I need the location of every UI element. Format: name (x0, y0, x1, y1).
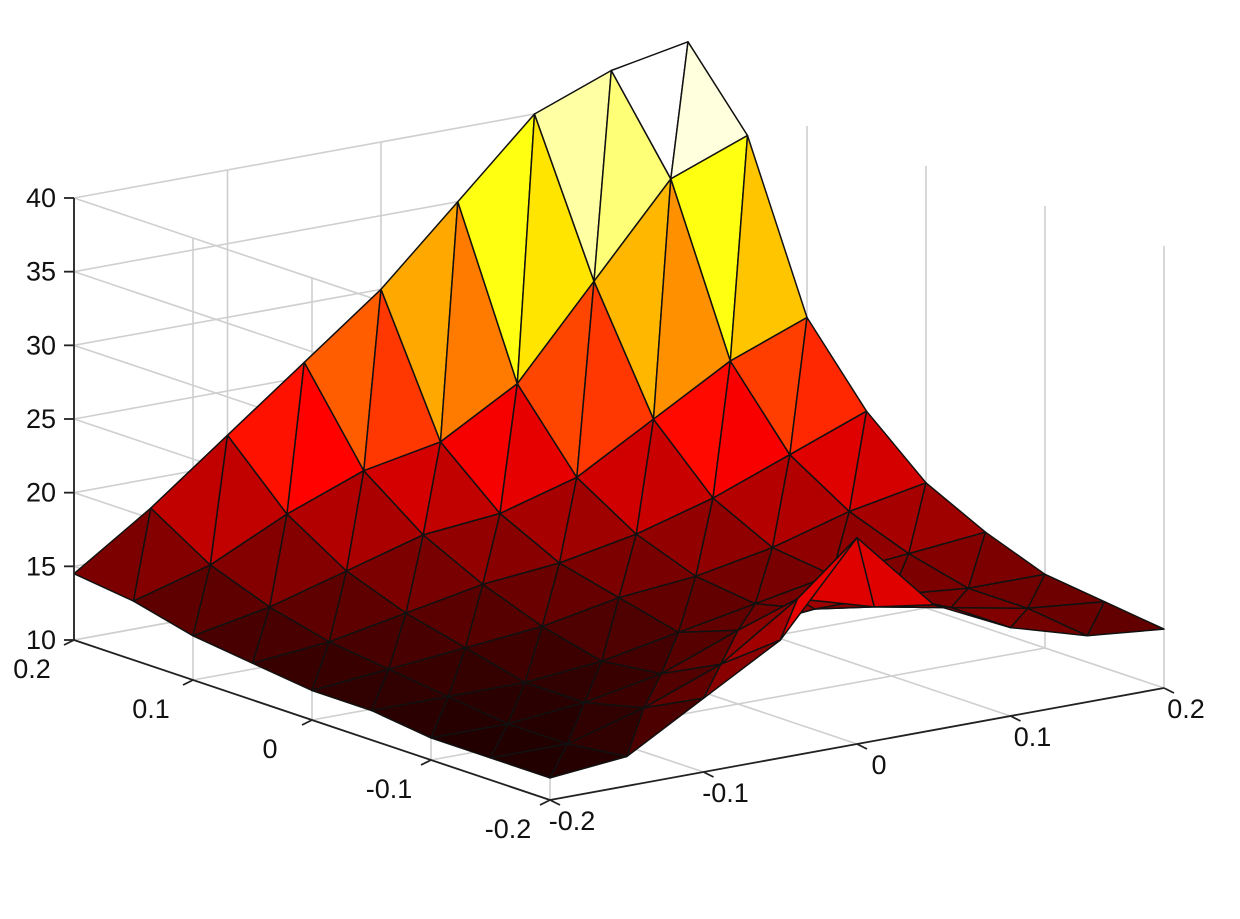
z-tick-label: 20 (26, 478, 56, 508)
y-tick-label: 0 (262, 734, 277, 764)
y-tick-3 (182, 679, 194, 686)
z-tick-label: 35 (26, 257, 56, 287)
surface-facet-0-5-0 (933, 604, 1012, 629)
z-tick-label: 40 (26, 183, 56, 213)
y-tick-label: 0.2 (13, 654, 51, 684)
surface-facet-0-0-0 (549, 743, 628, 779)
x-tick-label: -0.2 (549, 806, 596, 836)
x-tick-label: 0 (871, 750, 886, 780)
x-tick-label: 0.2 (1167, 694, 1205, 724)
y-tick-label: -0.1 (366, 774, 413, 804)
x-tick-0 (549, 799, 561, 806)
z-tick-label: 30 (26, 330, 56, 360)
x-tick-label: 0.1 (1014, 722, 1052, 752)
surface (73, 41, 1165, 779)
y-tick-label: -0.2 (485, 814, 532, 844)
y-tick-label: 0.1 (132, 694, 170, 724)
y-tick-1 (420, 759, 432, 766)
surface-facet-0-4-0 (856, 536, 935, 608)
x-tick-1 (703, 771, 714, 778)
z-tick-label: 15 (26, 551, 56, 581)
y-tick-2 (301, 719, 313, 726)
z-tick-label: 25 (26, 404, 56, 434)
surface-facet-0-1-0 (626, 697, 705, 758)
z-tick-label: 10 (26, 625, 56, 655)
y-tick-0 (539, 799, 551, 806)
surface-facet-0-7-0 (1086, 600, 1165, 637)
x-tick-3 (1010, 715, 1021, 722)
tick-labels: -0.2-0.100.10.2-0.2-0.100.10.21015202530… (13, 183, 1205, 844)
surface-facet-0-3-0 (779, 536, 858, 641)
surface-facet-0-2-0 (702, 639, 782, 700)
x-tick-4 (1163, 687, 1175, 694)
x-tick-label: -0.1 (702, 778, 749, 808)
x-tick-2 (856, 743, 868, 750)
axes (63, 197, 1175, 806)
